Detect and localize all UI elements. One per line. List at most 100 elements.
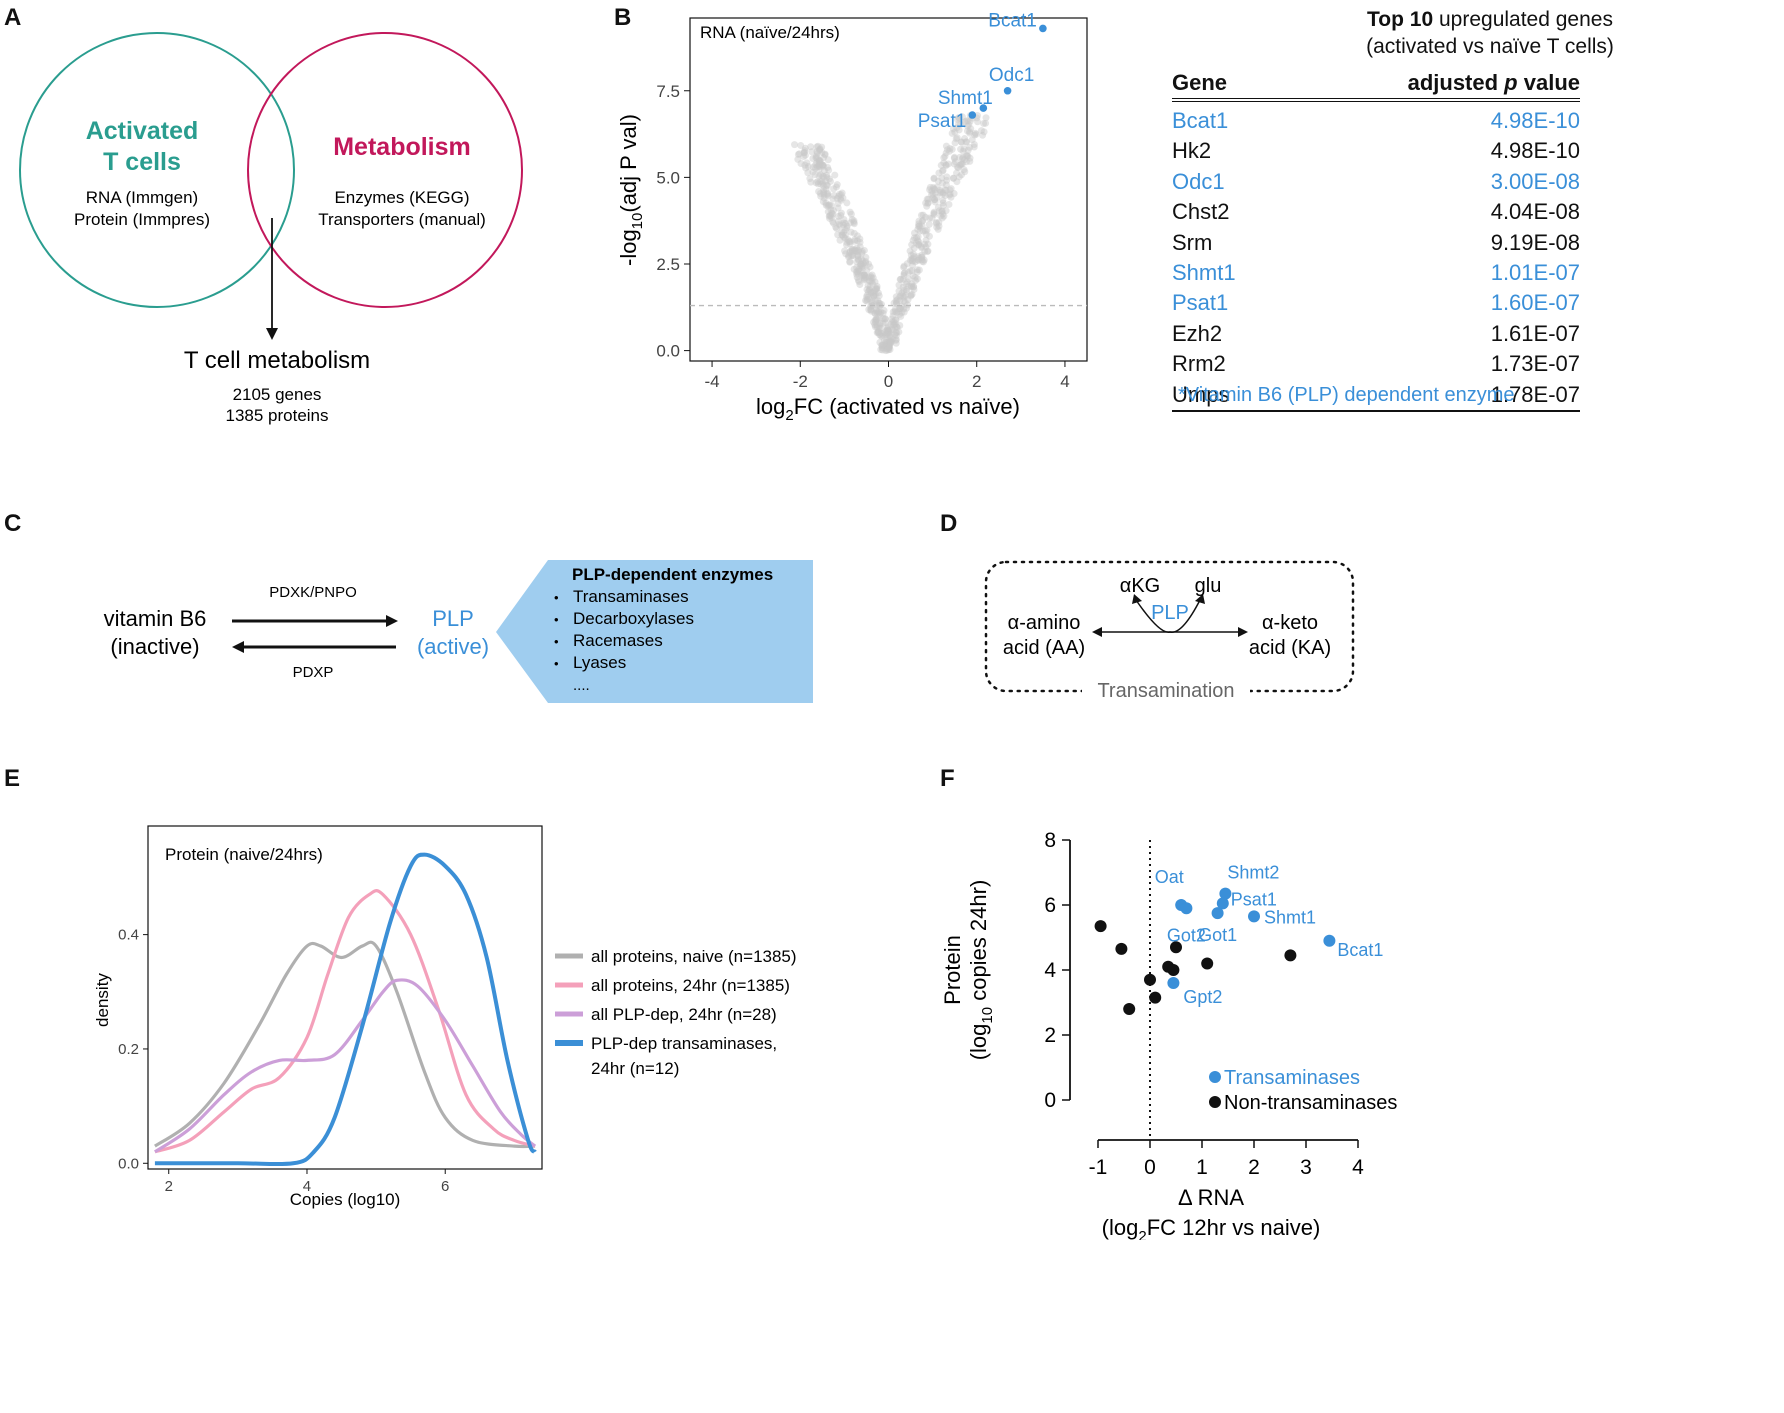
volcano-bg-point bbox=[915, 266, 923, 274]
aa-label-2: acid (AA) bbox=[1003, 637, 1085, 659]
volcano-bg-point bbox=[863, 291, 871, 299]
volcano-bg-point bbox=[921, 240, 929, 248]
volcano-bg-point bbox=[909, 257, 917, 265]
caption-mask bbox=[1082, 678, 1250, 700]
volcano-bg-point bbox=[816, 145, 824, 153]
volcano-bg-point bbox=[812, 161, 820, 169]
volcano-y-tick-label: 0.0 bbox=[656, 342, 680, 361]
volcano-bg-point bbox=[835, 190, 843, 198]
volcano-bg-point bbox=[860, 246, 868, 254]
volcano-bg-point bbox=[874, 297, 882, 305]
volcano-bg-point bbox=[848, 247, 856, 255]
table-cell-gene: Chst2 bbox=[1172, 199, 1230, 225]
volcano-bg-point bbox=[834, 200, 842, 208]
volcano-bg-point bbox=[922, 243, 930, 251]
volcano-bg-point bbox=[900, 270, 908, 278]
volcano-bg-point bbox=[843, 199, 851, 207]
volcano-bg-point bbox=[915, 238, 923, 246]
f-non-transaminase-point bbox=[1144, 973, 1156, 986]
volcano-bg-point bbox=[834, 204, 842, 212]
volcano-bg-point bbox=[918, 222, 926, 230]
volcano-bg-point bbox=[906, 267, 914, 275]
f-y-tick-label: 6 bbox=[1044, 894, 1056, 917]
volcano-bg-point bbox=[871, 316, 879, 324]
volcano-bg-point bbox=[853, 258, 861, 266]
volcano-bg-point bbox=[863, 286, 871, 294]
volcano-bg-point bbox=[872, 285, 880, 293]
transamination-arrow-head-right bbox=[1238, 627, 1248, 637]
volcano-bg-point bbox=[940, 212, 948, 220]
volcano-bg-point bbox=[957, 145, 965, 153]
volcano-bg-point bbox=[970, 140, 978, 148]
volcano-bg-point bbox=[953, 163, 961, 171]
volcano-bg-point bbox=[812, 179, 820, 187]
volcano-bg-point bbox=[877, 308, 885, 316]
plp-cofactor-label: PLP bbox=[1151, 602, 1189, 624]
volcano-bg-point bbox=[846, 258, 854, 266]
panel-c-diagram: vitamin B6 (inactive) PDXK/PNPO PDXP PLP… bbox=[104, 560, 813, 703]
volcano-bg-point bbox=[908, 283, 916, 291]
reverse-enzyme-label: PDXP bbox=[293, 664, 334, 681]
volcano-bg-point bbox=[820, 190, 828, 198]
volcano-bg-point bbox=[889, 312, 897, 320]
volcano-bg-point bbox=[933, 218, 941, 226]
f-non-transaminase-point bbox=[1167, 964, 1180, 976]
volcano-bg-point bbox=[964, 117, 972, 125]
volcano-bg-point bbox=[952, 135, 960, 143]
volcano-bg-point bbox=[883, 325, 891, 333]
f-x-tick-label: -1 bbox=[1089, 1156, 1108, 1179]
volcano-bg-point bbox=[795, 150, 803, 158]
volcano-bg-point bbox=[889, 335, 897, 343]
volcano-bg-point bbox=[966, 128, 974, 136]
volcano-bg-point bbox=[982, 119, 990, 127]
volcano-bg-point bbox=[867, 305, 875, 313]
volcano-bg-point bbox=[896, 297, 904, 305]
venn-right-title: Metabolism bbox=[333, 133, 471, 161]
volcano-y-tick-label: 7.5 bbox=[656, 82, 680, 101]
volcano-bg-point bbox=[891, 323, 899, 331]
volcano-bg-point bbox=[864, 293, 872, 301]
volcano-bg-point bbox=[935, 222, 943, 230]
volcano-bg-point bbox=[937, 212, 945, 220]
volcano-bg-point bbox=[899, 283, 907, 291]
volcano-bg-point bbox=[815, 166, 823, 174]
table-cell-gene: Psat1 bbox=[1172, 290, 1229, 316]
volcano-bg-point bbox=[963, 117, 971, 125]
volcano-bg-point bbox=[882, 331, 890, 339]
f-transaminase-point bbox=[1248, 910, 1260, 923]
volcano-bg-point bbox=[881, 315, 889, 323]
volcano-bg-point bbox=[841, 231, 849, 239]
forward-arrow-head bbox=[386, 615, 398, 627]
volcano-bg-point bbox=[838, 228, 846, 236]
volcano-bg-point bbox=[865, 286, 873, 294]
table-cell-pval: 1.01E-07 bbox=[1490, 259, 1580, 285]
volcano-bg-point bbox=[945, 200, 953, 208]
volcano-bg-point bbox=[910, 244, 918, 252]
volcano-bg-point bbox=[823, 173, 831, 181]
volcano-bg-point bbox=[866, 272, 874, 280]
table-cell-pval: 1.78E-07 bbox=[1490, 381, 1580, 407]
volcano-bg-point bbox=[909, 236, 917, 244]
panel-label-d: D bbox=[940, 510, 958, 537]
volcano-bg-point bbox=[876, 310, 884, 318]
volcano-bg-point bbox=[825, 212, 833, 220]
volcano-bg-point bbox=[863, 295, 871, 303]
volcano-bg-point bbox=[816, 178, 824, 186]
volcano-bg-point bbox=[939, 196, 947, 204]
volcano-bg-point bbox=[874, 289, 882, 297]
volcano-bg-point bbox=[885, 327, 893, 335]
panel-a-venn: Activated T cells RNA (Immgen) Protein (… bbox=[19, 32, 523, 425]
volcano-bg-point bbox=[856, 262, 864, 270]
volcano-bg-point bbox=[820, 191, 828, 199]
volcano-bg-point bbox=[856, 281, 864, 289]
table-row: Psat1 1.60E-07 bbox=[1172, 288, 1580, 318]
volcano-bg-point bbox=[892, 297, 900, 305]
volcano-bg-point bbox=[875, 315, 883, 323]
volcano-bg-point bbox=[938, 174, 946, 182]
vitb6-label-2: (inactive) bbox=[110, 634, 199, 659]
volcano-bg-point bbox=[865, 277, 873, 285]
volcano-bg-point bbox=[811, 171, 819, 179]
volcano-bg-point bbox=[959, 147, 967, 155]
volcano-bg-point bbox=[814, 180, 822, 188]
volcano-bg-point bbox=[909, 261, 917, 269]
